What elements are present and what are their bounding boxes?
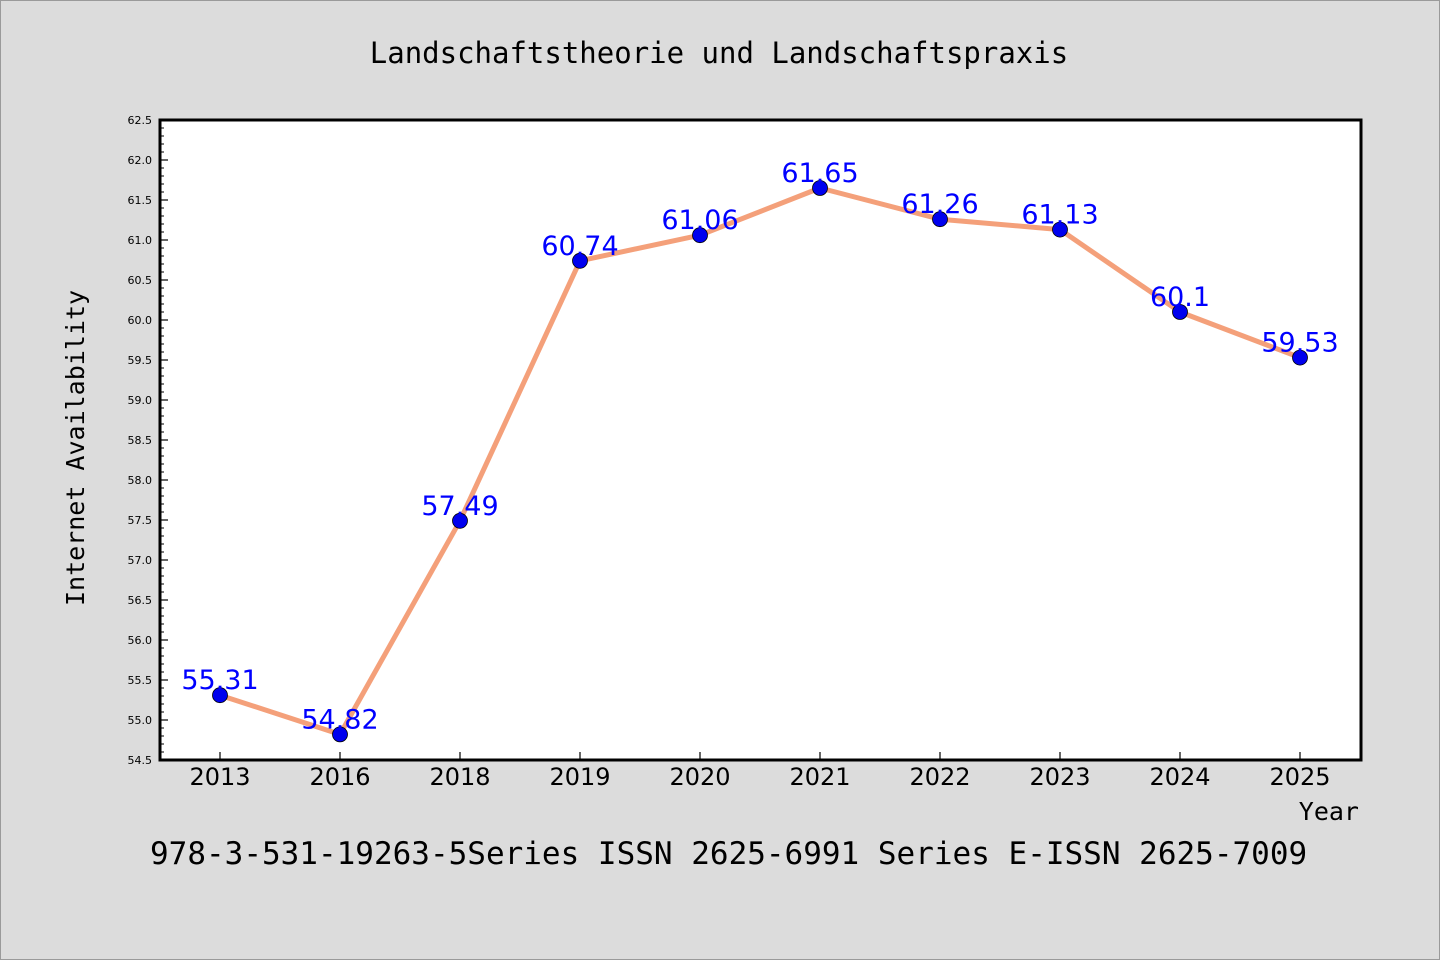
data-point — [572, 252, 588, 269]
data-point — [812, 180, 828, 196]
series-line — [217, 185, 1303, 737]
data-point — [212, 687, 228, 704]
y-tick-label: 59.0 — [128, 394, 153, 407]
y-tick-label: 62.5 — [128, 114, 153, 127]
data-point — [332, 726, 348, 743]
y-tick-label: 60.0 — [128, 314, 153, 327]
y-tick-label: 56.0 — [128, 634, 153, 647]
data-label: 54.82 — [301, 704, 378, 735]
data-label: 60.1 — [1150, 282, 1210, 313]
x-tick-label: 2020 — [669, 763, 730, 791]
data-point — [932, 211, 948, 228]
y-tick-label: 60.5 — [128, 274, 153, 287]
x-tick-label: 2018 — [429, 763, 490, 791]
y-tick-label: 59.5 — [128, 354, 153, 367]
data-label: 59.53 — [1261, 328, 1338, 359]
data-point — [1052, 221, 1068, 238]
x-tick-label: 2025 — [1269, 763, 1330, 791]
y-tick-label: 62.0 — [128, 154, 153, 167]
y-tick-label: 55.0 — [128, 714, 153, 727]
x-tick-label: 2019 — [549, 763, 610, 791]
y-axis: 54.5 55.0 55.5 56.0 56.5 57.0 57.5 58.0 58.5 59.0… — [128, 114, 168, 767]
data-label: 60.74 — [541, 231, 618, 262]
x-tick-label: 2021 — [789, 763, 850, 791]
y-tick-label: 58.0 — [128, 474, 153, 487]
footer-isbn-text: 978-3-531-19263-5Series ISSN 2625-6991 S… — [150, 836, 1307, 872]
x-axis: 2013 2016 2018 2019 2020 2021 2022 2023 2024 2025 — [189, 752, 1331, 791]
data-label: 61.06 — [661, 205, 738, 236]
y-tick-label: 54.5 — [128, 754, 153, 767]
y-tick-label: 56.5 — [128, 594, 153, 607]
x-tick-label: 2023 — [1029, 763, 1090, 791]
y-tick-label: 55.5 — [128, 674, 153, 687]
data-label: 57.49 — [421, 491, 498, 522]
y-tick-label: 61.5 — [128, 194, 153, 207]
series: 55.31 54.82 57.49 60.74 61.06 61.65 61.26 61.13… — [181, 158, 1339, 743]
chart-title: Landschaftstheorie und Landschaftspraxis — [370, 36, 1068, 70]
x-tick-label: 2024 — [1149, 763, 1210, 791]
x-axis-label: Year — [1299, 797, 1359, 826]
data-point — [692, 227, 708, 244]
data-label: 61.13 — [1021, 200, 1098, 231]
y-tick-label: 57.5 — [128, 514, 153, 527]
data-label: 55.31 — [181, 665, 258, 696]
data-point — [1292, 349, 1308, 366]
x-tick-label: 2013 — [189, 763, 250, 791]
y-axis-label: Internet Availability — [61, 290, 90, 606]
plot-area — [158, 118, 1363, 762]
x-tick-label: 2016 — [309, 763, 370, 791]
x-tick-label: 2022 — [909, 763, 970, 791]
data-label: 61.26 — [901, 189, 978, 220]
data-point — [1172, 304, 1188, 320]
y-tick-label: 61.0 — [128, 234, 153, 247]
data-point — [452, 512, 468, 529]
y-tick-label: 58.5 — [128, 434, 153, 447]
data-label: 61.65 — [781, 158, 858, 189]
y-tick-label: 57.0 — [128, 554, 153, 567]
